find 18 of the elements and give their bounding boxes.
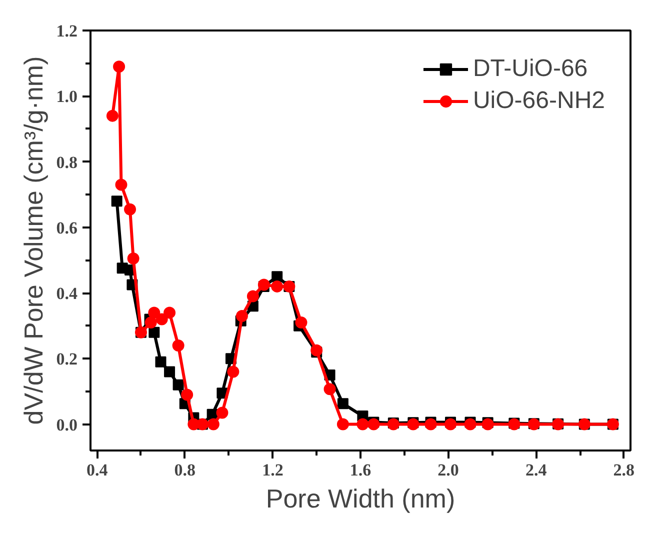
x-tick-label: 2.4	[525, 460, 548, 480]
y-tick-label: 0.8	[56, 152, 78, 172]
x-tick-label: 2.8	[613, 460, 635, 480]
y-tick-label: 0.0	[56, 415, 78, 434]
y-tick-label: 0.2	[56, 350, 78, 369]
y-tick-label: 0.4	[56, 284, 78, 303]
y-tick-label: 0.6	[56, 218, 78, 238]
y-tick-label: 1.0	[56, 87, 78, 106]
x-axis-title: Pore Width (nm)	[266, 484, 456, 514]
y-tick-label: 1.2	[56, 22, 78, 40]
x-tick-label: 1.2	[262, 460, 284, 480]
x-tick-label: 0.8	[174, 460, 196, 480]
x-tick-label: 2.0	[438, 460, 459, 480]
legend-label: DT-UiO-66	[472, 55, 588, 83]
y-axis-title: dV/dW Pore Volume (cm³/g·nm)	[18, 56, 48, 425]
legend-label: UiO-66-NH2	[472, 87, 605, 115]
x-tick-label: 1.6	[350, 460, 372, 480]
x-tick-label: 0.4	[86, 460, 108, 480]
